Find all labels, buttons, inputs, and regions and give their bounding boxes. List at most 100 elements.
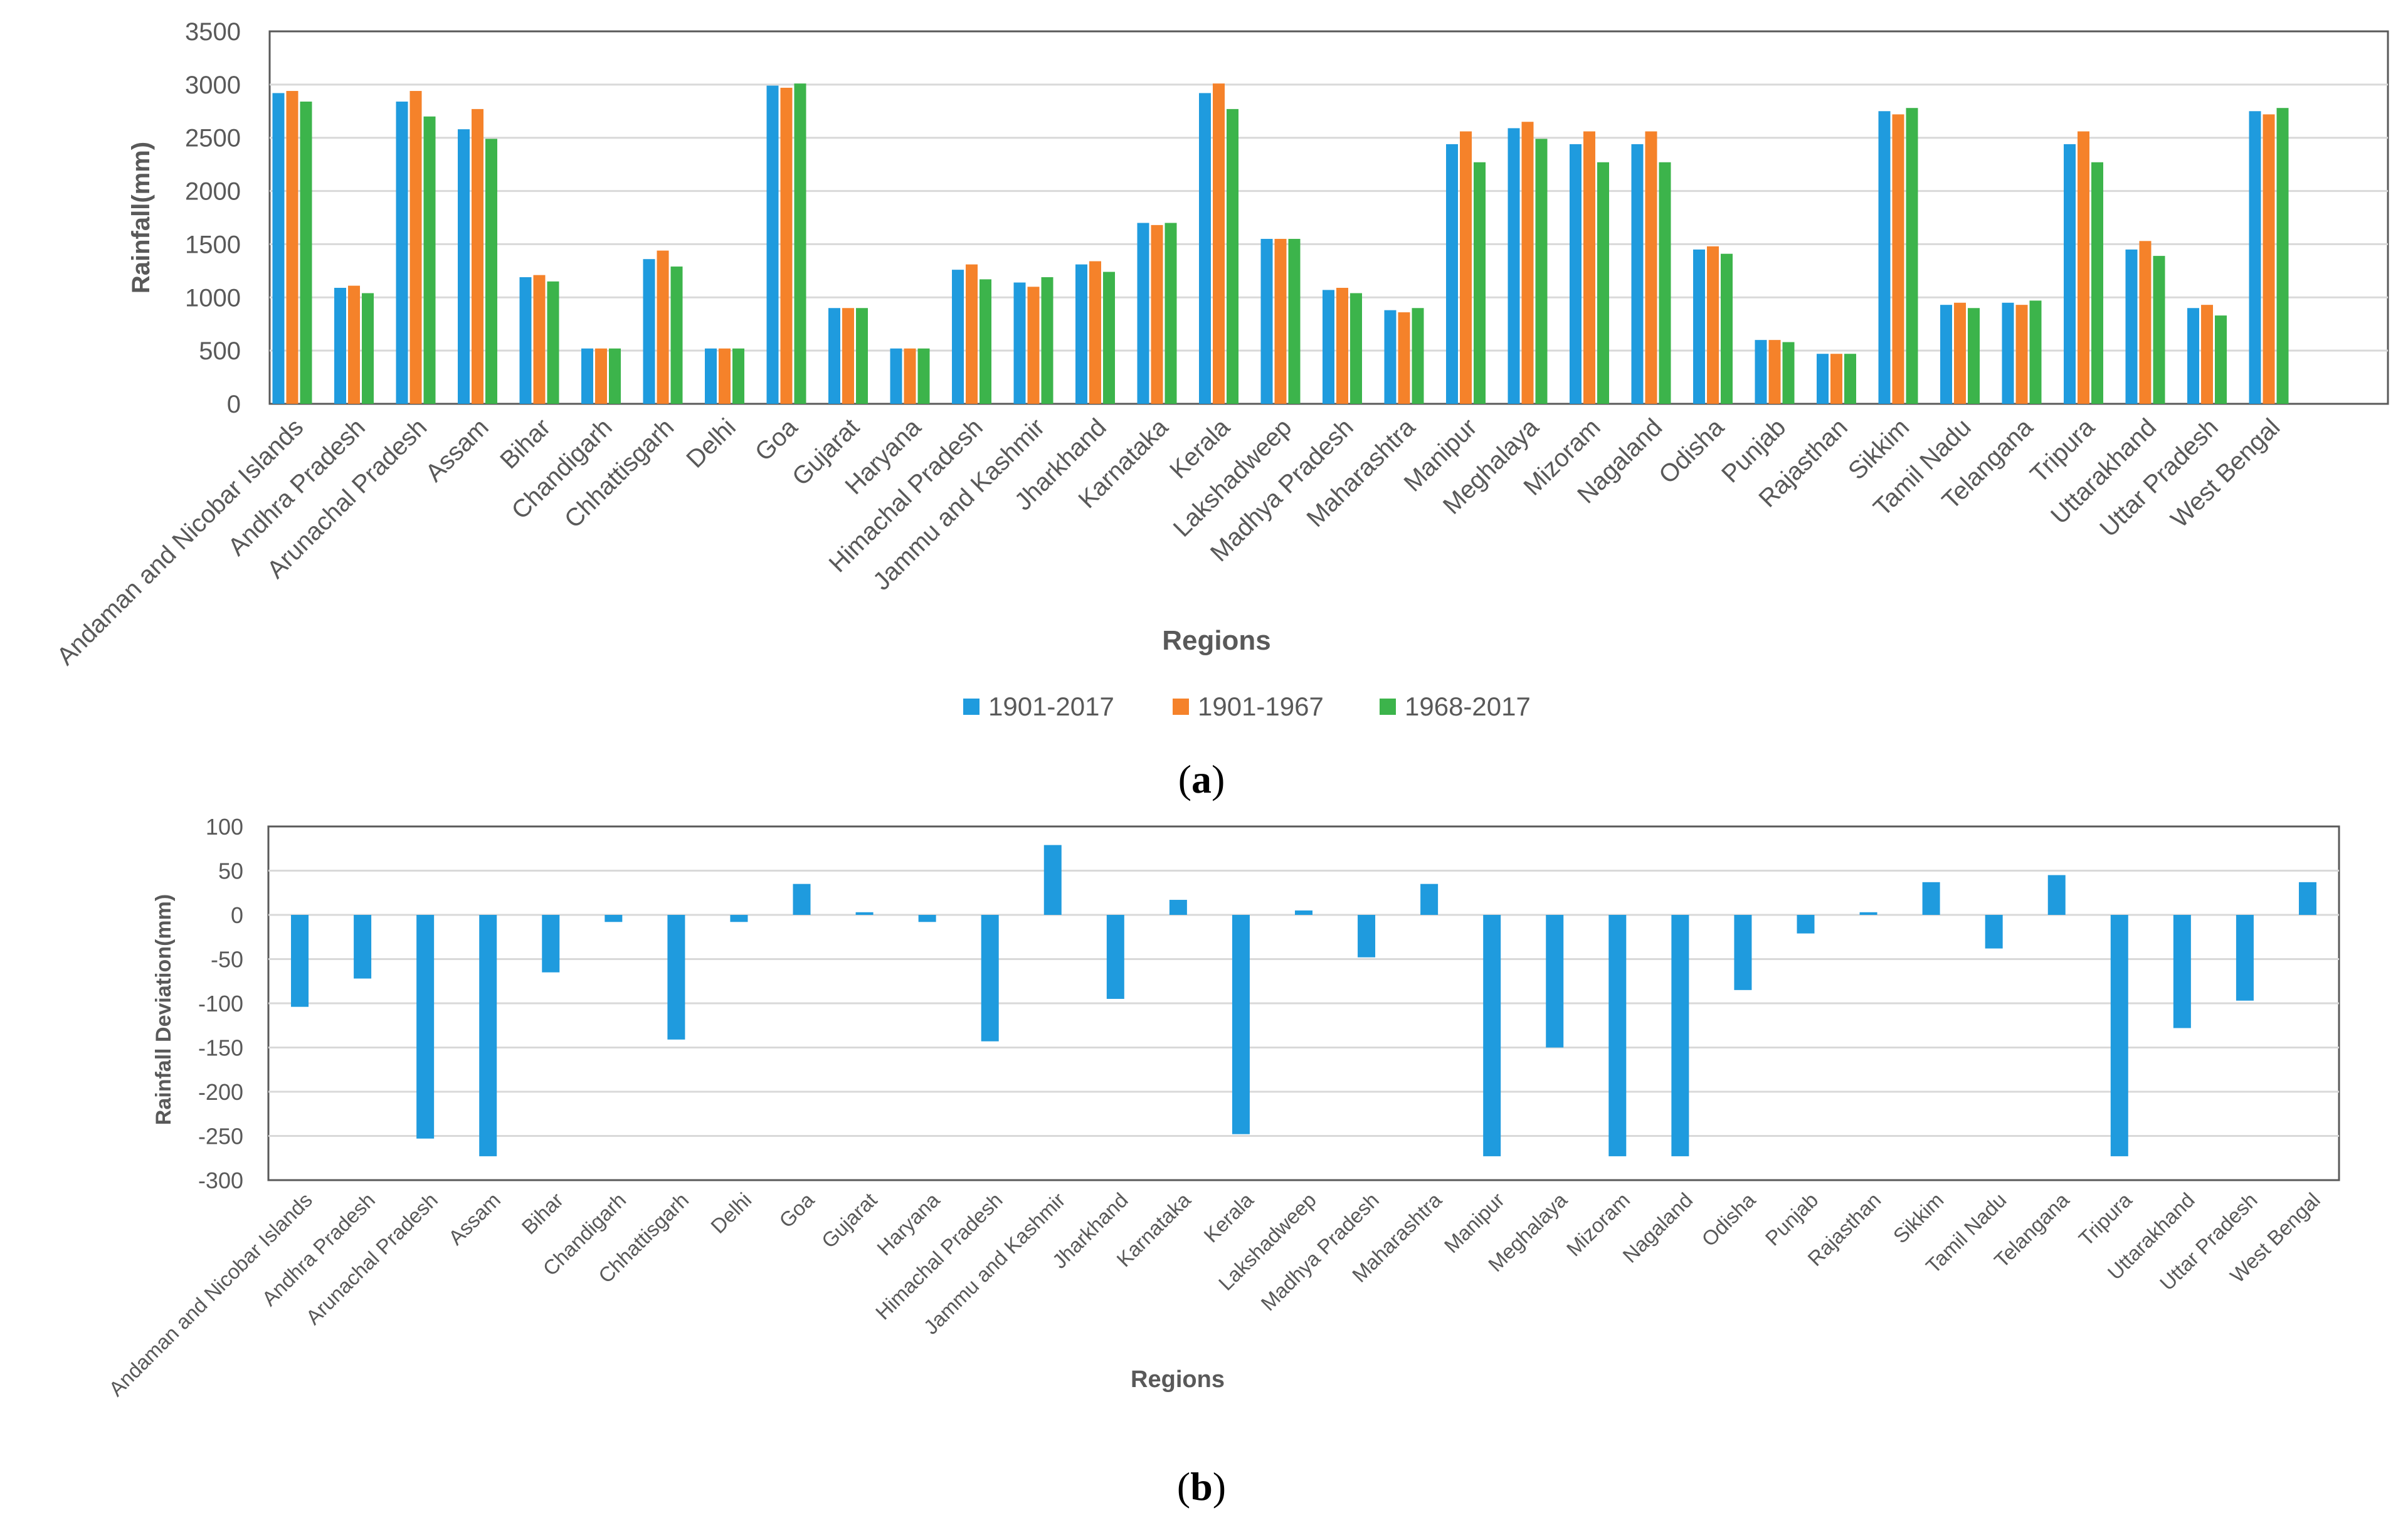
chart-a-x-tick-label: Goa [750, 413, 803, 467]
chart-b-x-axis-label: Regions [1131, 1366, 1225, 1393]
chart-a-bar-1968-2017-kerala [1227, 108, 1238, 404]
chart-a-bar-1968-2017-arunachal-pradesh [423, 116, 436, 404]
chart-a-bar-1901-1967-assam [472, 108, 483, 404]
chart-a-bar-1901-1967-haryana [904, 348, 916, 404]
chart-a-bar-1901-1967-bihar [533, 275, 546, 404]
chart-a-y-tick-label: 0 [227, 391, 241, 418]
chart-a-bar-1968-2017-manipur [1474, 162, 1486, 404]
chart-a-x-tick-label: Assam [420, 413, 494, 487]
chart-b-x-tick-label: Odisha [1697, 1188, 1760, 1251]
chart-a-legend-swatch-1901-2017 [963, 699, 980, 715]
chart-a-bar-1901-2017-tamil-nadu [1940, 305, 1952, 404]
chart-a-bar-1901-2017-nagaland [1631, 144, 1644, 404]
chart-b-bar-jharkhand [1106, 915, 1124, 999]
chart-a-bar-1901-1967-west-bengal [2263, 114, 2275, 404]
chart-a-bar-1901-2017-uttar-pradesh [2187, 308, 2199, 404]
chart-a-bar-1901-1967-meghalaya [1521, 122, 1534, 404]
chart-b-bar-jammu-and-kashmir [1043, 845, 1062, 915]
chart-a-bar-1968-2017-madhya-pradesh [1350, 293, 1362, 404]
chart-b-bar-delhi [730, 915, 748, 922]
chart-a-bar-1901-2017-jammu-and-kashmir [1013, 282, 1026, 404]
chart-a-bar-1901-2017-kerala [1199, 93, 1211, 404]
chart-b-bar-punjab [1797, 915, 1815, 934]
chart-a-bar-1901-2017-gujarat [828, 308, 840, 404]
chart-b-bar-west-bengal [2298, 882, 2316, 915]
chart-b-bar-rajasthan [1859, 912, 1877, 915]
chart-a-legend-label-1901-2017: 1901-2017 [988, 692, 1114, 721]
chart-a-bar-1901-2017-maharashtra [1384, 310, 1397, 404]
chart-a-y-tick-label: 500 [199, 337, 241, 365]
chart-a-bar-1901-2017-delhi [705, 348, 717, 404]
chart-a-bar-1901-2017-assam [458, 129, 470, 404]
chart-b-bar-chandigarh [605, 915, 623, 922]
chart-a-x-tick-label: Odisha [1654, 413, 1729, 489]
chart-b-y-tick-label: -300 [198, 1168, 243, 1193]
chart-a-bar-1968-2017-meghalaya [1535, 139, 1548, 404]
chart-a-bar-1968-2017-himachal-pradesh [980, 279, 991, 404]
chart-b-y-tick-label: -50 [211, 947, 243, 973]
chart-a-bar-1901-2017-punjab [1755, 340, 1767, 404]
chart-b-bar-manipur [1483, 915, 1501, 1156]
chart-a-bars [272, 83, 2289, 404]
chart-a-bar-1901-1967-nagaland [1645, 131, 1657, 404]
chart-b-bar-goa [793, 884, 811, 915]
chart-a-bar-1968-2017-goa [794, 83, 806, 404]
chart-a-bar-1901-1967-gujarat [842, 308, 854, 404]
chart-a-bar-1968-2017-lakshadweep [1288, 238, 1301, 404]
chart-a-bar-1901-2017-himachal-pradesh [952, 270, 964, 404]
chart-a-bar-1901-2017-haryana [890, 348, 902, 404]
chart-b-bars [291, 845, 2316, 1156]
chart-b-bar-odisha [1734, 915, 1752, 990]
chart-a-bar-1901-1967-rajasthan [1830, 354, 1842, 404]
chart-b-bar-sikkim [1922, 882, 1940, 915]
chart-a-bar-1968-2017-jharkhand [1103, 272, 1115, 404]
chart-b-bar-andaman-and-nicobar-islands [291, 915, 309, 1007]
chart-a-bar-1901-1967-karnataka [1151, 224, 1163, 404]
chart-a-bar-1968-2017-bihar [547, 281, 559, 404]
chart-a-bar-1968-2017-karnataka [1164, 223, 1177, 404]
chart-a-bar-1968-2017-tamil-nadu [1968, 308, 1980, 404]
chart-b-x-tick-label: Kerala [1199, 1188, 1258, 1247]
chart-a-bar-1901-2017-andhra-pradesh [334, 288, 346, 404]
chart-a-bar-1901-2017-telangana [2002, 302, 2014, 404]
chart-a-bar-1901-1967-sikkim [1892, 114, 1904, 404]
chart-a-bar-1901-1967-jammu-and-kashmir [1027, 287, 1040, 404]
chart-b-bar-meghalaya [1546, 915, 1564, 1048]
chart-a-bar-1901-2017-goa [766, 85, 779, 404]
chart-b-bar-uttarakhand [2173, 915, 2191, 1028]
chart-a-y-tick-label: 3000 [185, 71, 241, 99]
chart-b-y-axis-label: Rainfall Deviation(mm) [152, 894, 176, 1125]
chart-b-x-tick-label: Andhra Pradesh [257, 1188, 379, 1311]
chart-b-bar-lakshadweep [1295, 910, 1312, 915]
chart-a-bar-1901-2017-odisha [1693, 249, 1705, 404]
chart-b-bar-haryana [918, 915, 936, 922]
chart-a-bar-1968-2017-andaman-and-nicobar-islands [300, 102, 312, 404]
chart-b-bar-telangana [2047, 875, 2066, 915]
chart-a-bar-1901-2017-uttarakhand [2125, 249, 2138, 404]
chart-b-x-tick-label: Goa [774, 1188, 819, 1232]
chart-a-bar-1968-2017-haryana [917, 348, 930, 404]
chart-a-bar-1901-1967-andhra-pradesh [348, 285, 360, 404]
chart-a-y-tick-label: 3500 [185, 18, 241, 46]
chart-b-y-tick-label: 100 [206, 814, 243, 840]
chart-a-bar-1968-2017-punjab [1782, 342, 1795, 404]
chart-a-bar-1901-2017-tripura [2064, 144, 2076, 404]
chart-a-bar-1901-1967-kerala [1213, 83, 1225, 404]
chart-a-bar-1901-1967-tripura [2078, 131, 2089, 404]
chart-a-y-tick-label: 1000 [185, 284, 241, 312]
chart-b-x-tick-label: Tripura [2074, 1188, 2137, 1250]
chart-a-y-ticks: 0 500 1000 1500 2000 2500 3000 3500 [185, 18, 241, 418]
chart-b-y-tick-label: 50 [218, 858, 243, 884]
chart-a-bar-1968-2017-uttarakhand [2153, 256, 2165, 404]
chart-a-y-tick-label: 1500 [185, 231, 241, 258]
chart-a-bar-1901-1967-maharashtra [1398, 312, 1410, 404]
chart-a-bar-1901-1967-odisha [1707, 246, 1719, 404]
chart-a-bar-1968-2017-odisha [1721, 253, 1733, 404]
chart-a-legend-swatch-1901-1967 [1173, 699, 1189, 715]
panel-b-caption: (b) [1177, 1464, 1226, 1509]
chart-b-x-tick-label: Madhya Pradesh [1256, 1188, 1383, 1316]
chart-a-bar-1901-2017-manipur [1446, 144, 1458, 404]
chart-a-bar-1901-2017-karnataka [1137, 223, 1149, 404]
chart-b-x-tick-label: Punjab [1761, 1188, 1823, 1250]
